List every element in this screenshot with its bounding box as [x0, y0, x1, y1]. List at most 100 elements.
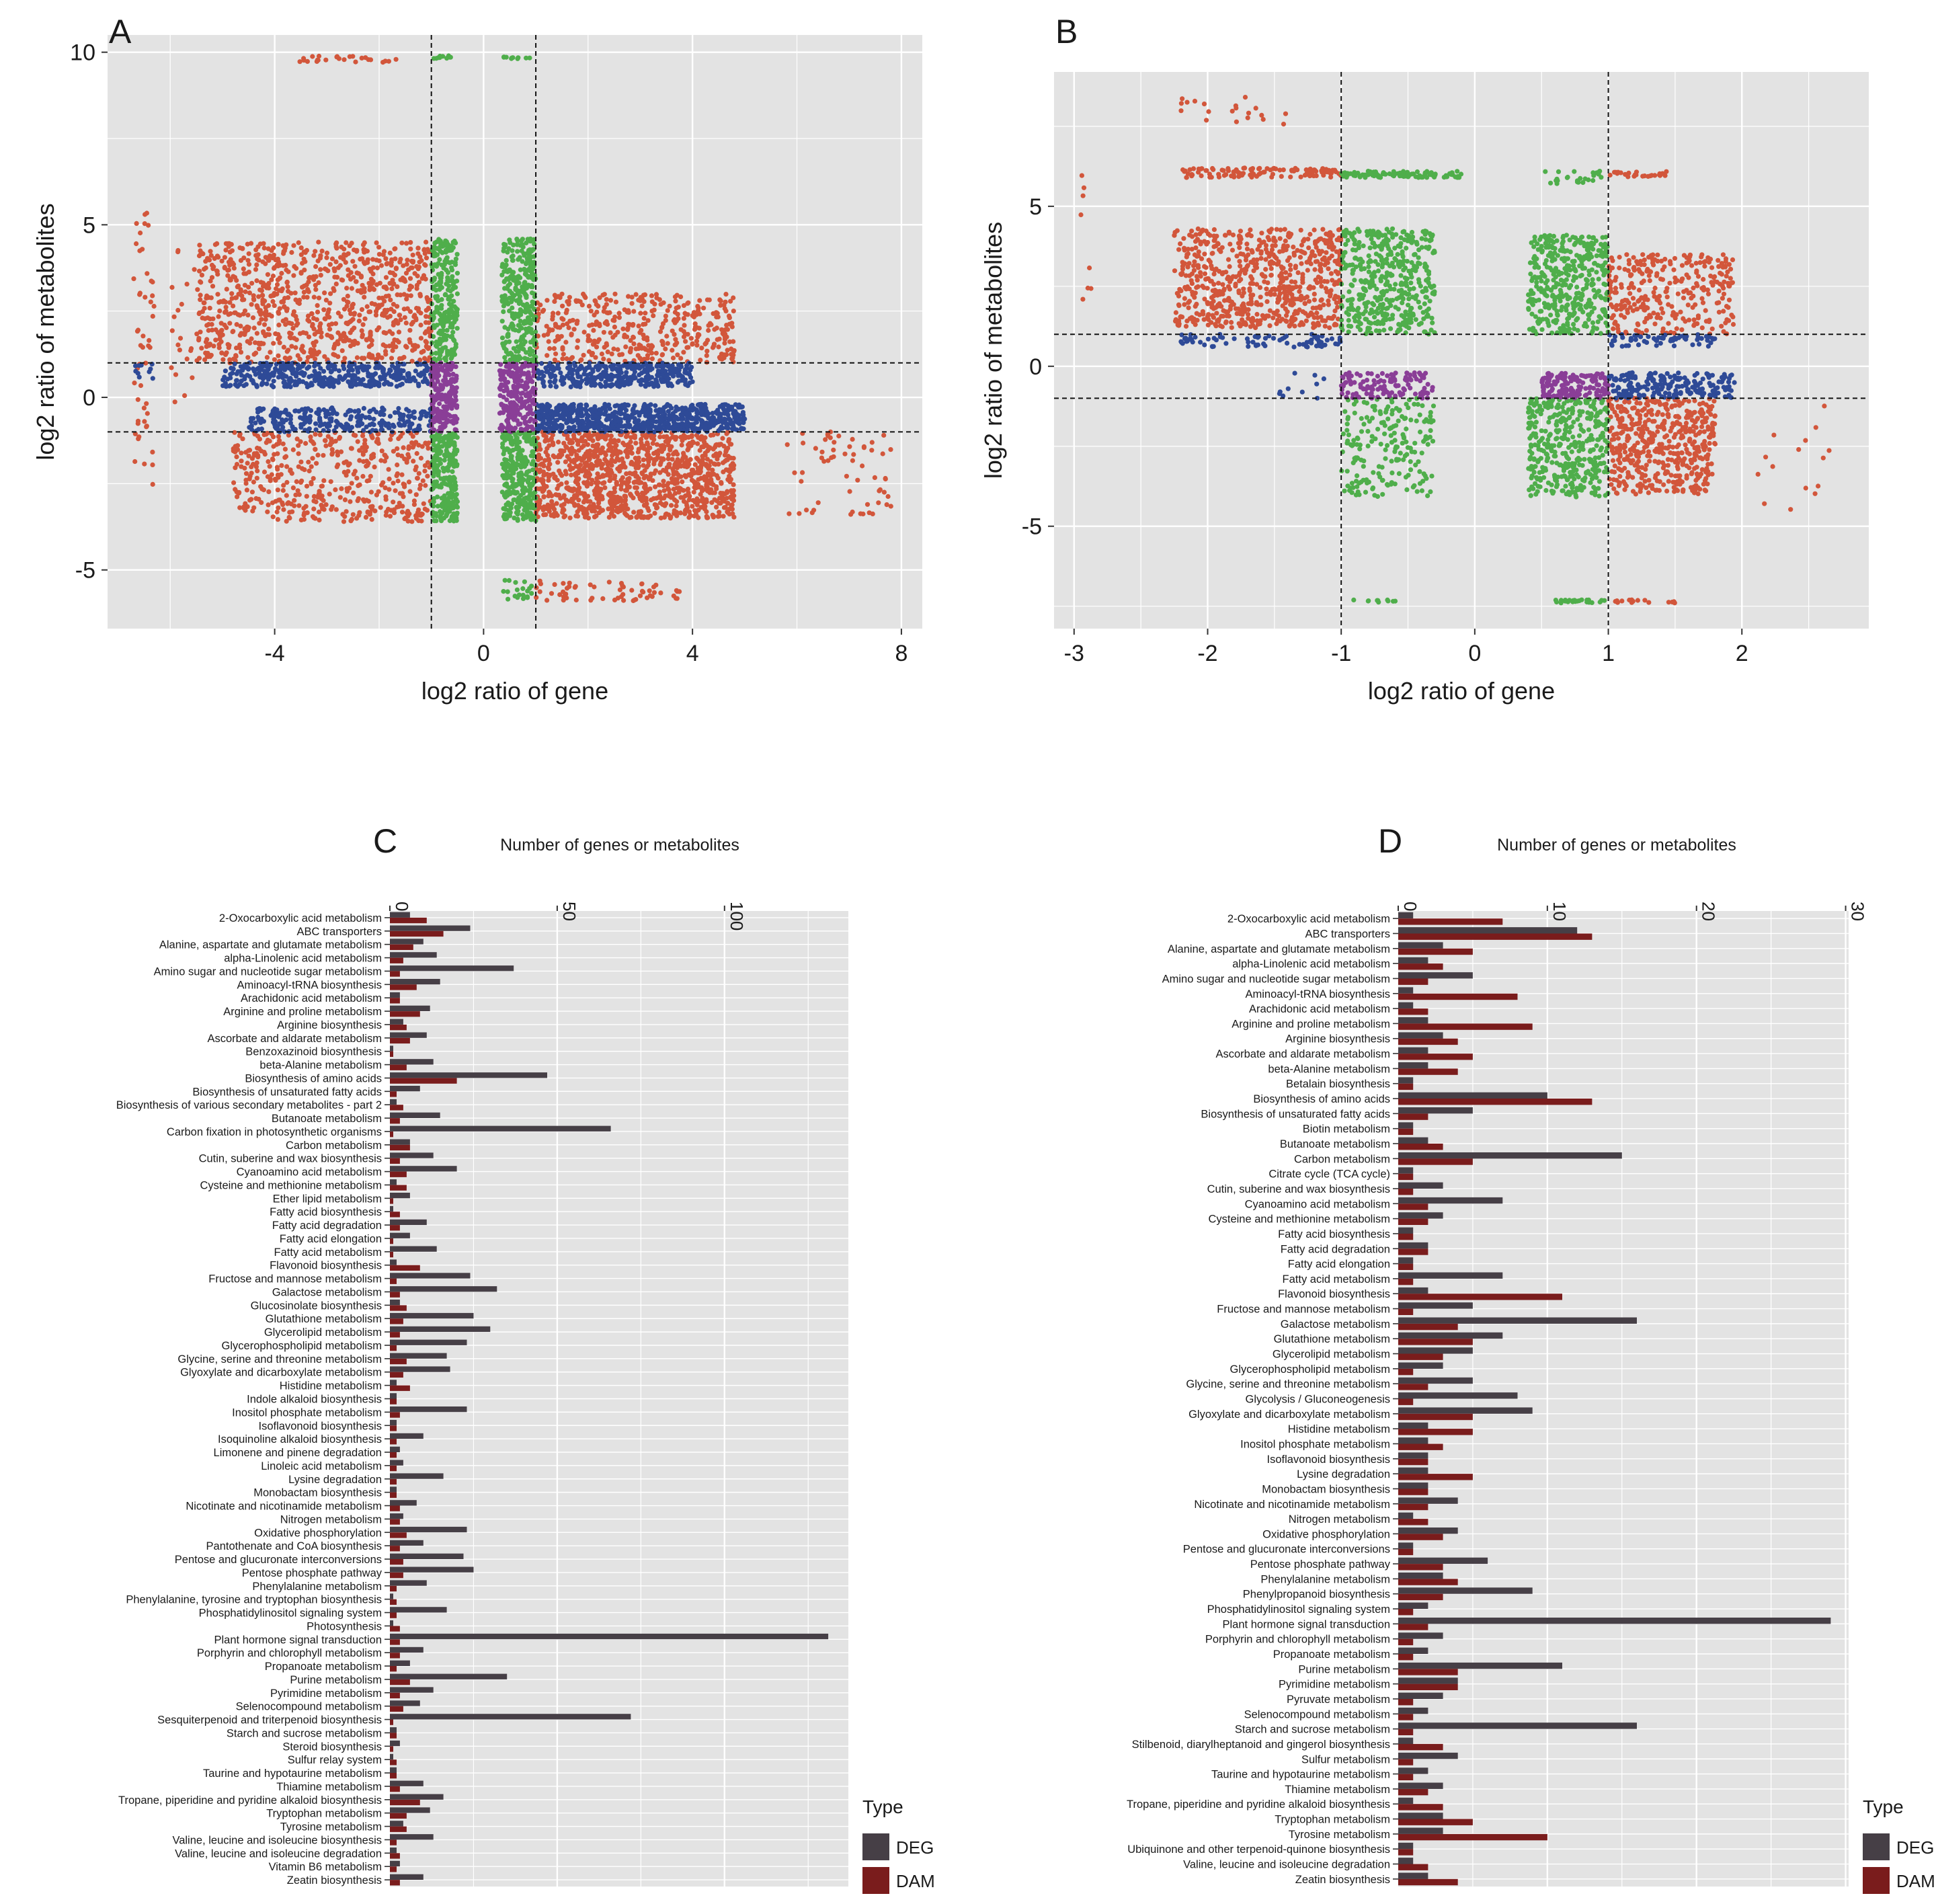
data-point — [143, 294, 148, 300]
data-point — [145, 271, 150, 276]
data-point — [328, 479, 333, 484]
data-point — [705, 448, 711, 454]
data-point — [564, 498, 569, 504]
data-point — [587, 323, 592, 328]
data-point — [277, 421, 282, 426]
data-point — [599, 351, 605, 357]
data-point — [696, 332, 702, 338]
data-point — [586, 516, 592, 521]
data-point — [551, 453, 556, 459]
data-point — [179, 301, 184, 307]
data-point — [665, 341, 670, 346]
data-point — [444, 512, 450, 517]
data-point — [395, 321, 401, 326]
data-point — [405, 452, 411, 457]
data-point — [284, 280, 290, 285]
data-point — [436, 471, 441, 477]
data-point — [289, 344, 294, 349]
data-point — [504, 516, 510, 521]
data-point — [555, 333, 561, 339]
data-point — [351, 432, 357, 438]
data-point — [555, 492, 560, 498]
data-point — [655, 495, 661, 500]
data-point — [326, 428, 331, 434]
data-point — [586, 333, 591, 338]
data-point — [249, 280, 255, 286]
data-point — [354, 475, 360, 481]
data-point — [266, 246, 271, 251]
data-point — [286, 432, 291, 438]
data-point — [362, 240, 367, 245]
data-point — [602, 321, 608, 326]
data-point — [681, 487, 686, 493]
data-point — [453, 459, 458, 464]
data-point — [721, 469, 726, 475]
data-point — [520, 596, 526, 602]
data-point — [259, 317, 264, 322]
data-point — [303, 440, 309, 446]
data-point — [434, 513, 439, 519]
data-point — [411, 442, 417, 448]
data-point — [709, 487, 714, 492]
data-point — [515, 238, 520, 243]
data-point — [653, 457, 659, 462]
data-point — [661, 479, 666, 484]
data-point — [567, 294, 573, 300]
data-point — [175, 342, 181, 348]
data-point — [397, 422, 403, 428]
data-point — [234, 346, 239, 351]
data-point — [688, 335, 694, 341]
data-point — [276, 336, 281, 342]
data-point — [214, 253, 220, 259]
data-point — [288, 502, 294, 507]
data-point — [542, 458, 548, 463]
data-point — [718, 299, 723, 304]
data-point — [396, 436, 401, 442]
data-point — [243, 471, 249, 476]
data-point — [869, 448, 875, 453]
data-point — [440, 54, 446, 59]
data-point — [505, 589, 510, 594]
data-point — [270, 273, 276, 279]
data-point — [449, 486, 454, 492]
data-point — [234, 278, 239, 283]
data-point — [618, 463, 624, 469]
data-point — [520, 259, 525, 264]
data-point — [430, 279, 435, 284]
data-point — [269, 383, 274, 388]
data-point — [279, 288, 284, 294]
data-point — [231, 274, 236, 279]
data-point — [514, 587, 520, 592]
data-point — [134, 221, 139, 226]
data-point — [584, 483, 590, 489]
data-point — [260, 376, 266, 382]
data-point — [723, 505, 728, 510]
point-cluster-red_orange — [194, 239, 434, 366]
data-point — [369, 301, 374, 306]
data-point — [227, 383, 232, 389]
data-point — [231, 266, 237, 271]
data-point — [585, 454, 590, 459]
data-point — [219, 258, 225, 264]
data-point — [224, 286, 229, 292]
data-point — [350, 305, 355, 311]
data-point — [510, 248, 515, 253]
data-point — [654, 295, 659, 301]
data-point — [442, 457, 447, 463]
data-point — [239, 288, 244, 294]
data-point — [885, 493, 891, 500]
data-point — [214, 241, 220, 246]
data-point — [612, 439, 617, 444]
data-point — [554, 501, 559, 506]
data-point — [408, 246, 413, 251]
data-point — [666, 486, 671, 491]
data-point — [210, 284, 216, 289]
data-point — [391, 282, 396, 287]
data-point — [674, 485, 680, 491]
data-point — [313, 446, 318, 452]
data-point — [815, 500, 821, 506]
data-point — [206, 327, 211, 333]
data-point — [226, 312, 231, 317]
data-point — [692, 325, 698, 330]
data-point — [374, 265, 380, 271]
